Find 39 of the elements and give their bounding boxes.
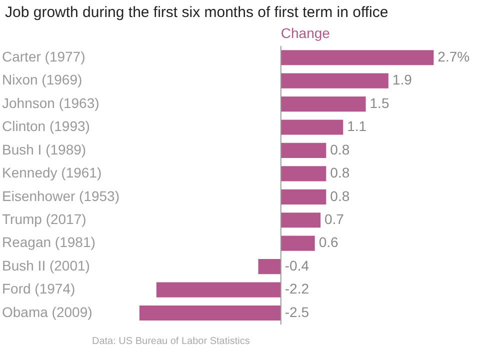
y-tick-label: Nixon (1969) <box>2 72 82 88</box>
chart-title: Job growth during the first six months of first term in office <box>5 4 388 21</box>
bar <box>156 282 281 298</box>
y-tick-label: Obama (2009) <box>2 304 92 320</box>
bar <box>139 305 281 321</box>
bar <box>280 96 366 112</box>
bar <box>280 166 326 182</box>
bar <box>280 120 344 135</box>
data-label: 0.8 <box>330 164 350 181</box>
bar <box>280 236 315 251</box>
text: Data: US Bureau of Labor Statistics <box>92 336 250 347</box>
data-label: -0.4 <box>284 257 310 274</box>
data-label: -2.5 <box>284 304 310 320</box>
y-tick-label: Carter (1977) <box>2 48 86 64</box>
y-tick-label: Bush I (1989) <box>2 141 86 158</box>
data-label: 0.8 <box>330 188 350 204</box>
data-label: 0.8 <box>330 141 350 158</box>
data-label: 0.6 <box>318 234 339 250</box>
y-tick-label: Ford (1974) <box>2 280 76 297</box>
data-label: 1.1 <box>347 118 367 134</box>
y-tick-label: Eisenhower (1953) <box>2 188 120 204</box>
y-tick-label: Reagan (1981) <box>2 234 96 250</box>
y-tick-label: Bush II (2001) <box>2 257 90 274</box>
data-label: -2.2 <box>284 280 310 297</box>
y-tick-label: Kennedy (1961) <box>2 164 102 181</box>
data-label: 0.7 <box>324 210 344 227</box>
data-label: 1.9 <box>392 72 412 88</box>
y-tick-label: Clinton (1993) <box>2 118 90 134</box>
y-tick-label: Johnson (1963) <box>2 94 100 111</box>
bar <box>280 212 320 228</box>
data-label: 1.5 <box>370 94 390 111</box>
bar <box>280 142 326 158</box>
bar <box>280 189 326 204</box>
series-label: Change <box>280 24 330 41</box>
data-label: 2.7% <box>438 48 470 64</box>
bar <box>280 73 388 88</box>
bar <box>280 50 434 66</box>
bar <box>258 259 281 274</box>
y-tick-label: Trump (2017) <box>2 210 86 227</box>
